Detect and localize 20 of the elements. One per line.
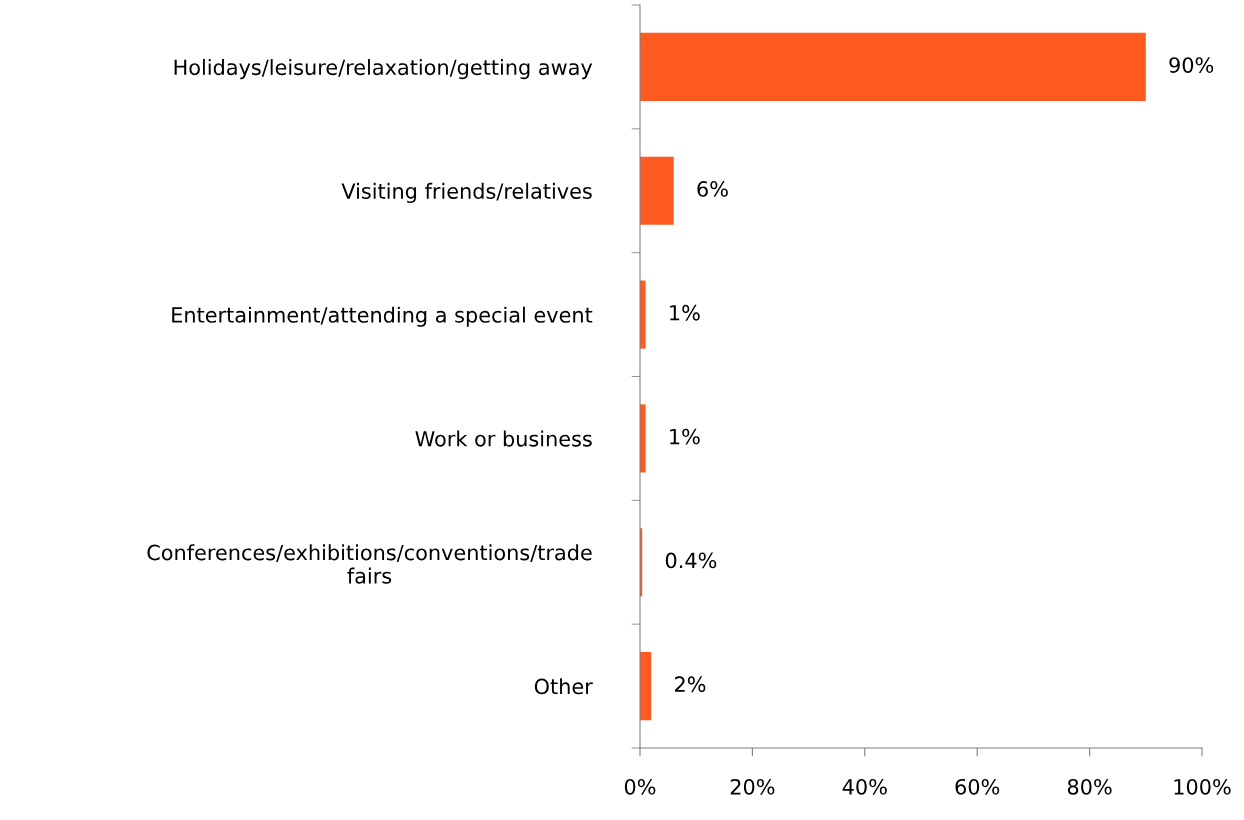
data-label: 6% bbox=[697, 181, 728, 197]
x-tick-label: 80% bbox=[1067, 778, 1112, 795]
x-tick-label: 20% bbox=[730, 778, 775, 795]
data-label: 1% bbox=[670, 428, 700, 445]
data-label: 1% bbox=[670, 304, 700, 321]
x-tick-label: 0% bbox=[624, 778, 656, 795]
y-tick-label: Visiting friends/relatives bbox=[341, 182, 592, 203]
bar bbox=[640, 32, 1146, 101]
y-tick-label: Other bbox=[534, 678, 593, 695]
x-tick-label: 100% bbox=[1174, 778, 1231, 795]
y-tick-label: Conferences/exhibitions/conventions/trade fairs bbox=[147, 544, 592, 584]
x-tick-label: 60% bbox=[955, 778, 1000, 795]
x-tick-label: 40% bbox=[842, 778, 887, 795]
y-tick-label: Holidays/leisure/relaxation/getting away bbox=[174, 59, 593, 80]
bar bbox=[640, 156, 674, 225]
y-tick-label: Work or business bbox=[415, 430, 592, 447]
data-label: 2% bbox=[674, 676, 706, 693]
data-label: 90% bbox=[1169, 57, 1214, 73]
y-tick-label: Entertainment/attending a special event bbox=[172, 306, 593, 327]
data-label: 0.4% bbox=[665, 552, 717, 569]
